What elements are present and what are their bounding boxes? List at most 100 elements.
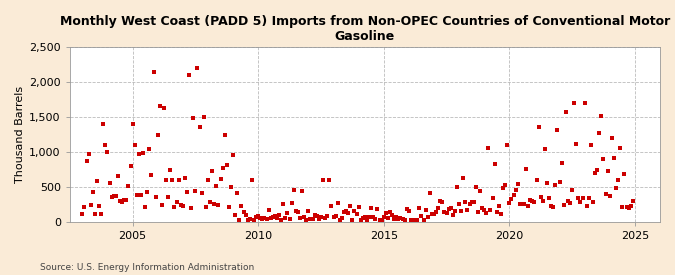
Point	[416, 214, 427, 218]
Point	[242, 218, 253, 222]
Point	[219, 133, 230, 137]
Point	[495, 211, 506, 216]
Point	[472, 210, 483, 214]
Point	[263, 208, 274, 213]
Point	[479, 208, 489, 212]
Point	[423, 215, 433, 219]
Point	[366, 206, 377, 210]
Point	[385, 210, 396, 214]
Point	[227, 153, 238, 158]
Point	[512, 182, 523, 186]
Point	[592, 168, 603, 172]
Point	[106, 194, 117, 199]
Point	[337, 216, 348, 221]
Point	[322, 214, 333, 218]
Point	[475, 189, 485, 193]
Point	[604, 193, 615, 198]
Point	[284, 217, 295, 222]
Point	[349, 208, 360, 213]
Point	[292, 210, 303, 214]
Point	[522, 204, 533, 208]
Point	[311, 214, 322, 219]
Point	[347, 218, 358, 222]
Point	[364, 215, 375, 219]
Point	[111, 194, 122, 199]
Point	[77, 211, 88, 216]
Point	[358, 216, 369, 221]
Point	[606, 136, 617, 140]
Point	[500, 182, 510, 187]
Point	[355, 218, 366, 222]
Point	[297, 189, 308, 194]
Y-axis label: Thousand Barrels: Thousand Barrels	[15, 86, 25, 183]
Point	[575, 200, 586, 204]
Point	[180, 176, 190, 181]
Point	[491, 210, 502, 215]
Point	[537, 199, 548, 204]
Point	[330, 214, 341, 219]
Point	[550, 183, 561, 188]
Point	[236, 204, 247, 208]
Point	[564, 201, 575, 205]
Point	[255, 216, 266, 220]
Point	[121, 197, 132, 202]
Point	[535, 195, 546, 200]
Point	[497, 186, 508, 190]
Point	[273, 213, 284, 218]
Point	[205, 200, 215, 204]
Point	[165, 167, 176, 172]
Point	[619, 172, 630, 176]
Point	[248, 218, 259, 222]
Point	[276, 218, 287, 222]
Point	[94, 204, 105, 208]
Point	[590, 171, 601, 175]
Point	[543, 196, 554, 200]
Point	[301, 218, 312, 222]
Point	[617, 205, 628, 209]
Point	[351, 212, 362, 216]
Point	[88, 190, 99, 194]
Point	[307, 217, 318, 222]
Point	[518, 202, 529, 207]
Point	[144, 147, 155, 151]
Point	[194, 125, 205, 129]
Point	[286, 201, 297, 205]
Point	[418, 218, 429, 222]
Point	[541, 181, 552, 185]
Point	[531, 178, 542, 182]
Point	[404, 209, 414, 213]
Point	[389, 217, 400, 221]
Point	[90, 211, 101, 216]
Point	[176, 203, 186, 207]
Point	[468, 199, 479, 204]
Point	[502, 143, 512, 147]
Point	[406, 218, 416, 222]
Point	[146, 173, 157, 177]
Point	[341, 209, 352, 213]
Point	[313, 216, 324, 221]
Point	[324, 178, 335, 182]
Point	[585, 143, 596, 147]
Point	[493, 204, 504, 208]
Point	[402, 207, 412, 211]
Point	[278, 202, 289, 206]
Point	[81, 159, 92, 164]
Point	[533, 125, 544, 130]
Point	[414, 205, 425, 210]
Point	[230, 213, 240, 218]
Point	[583, 196, 594, 200]
Point	[387, 213, 398, 217]
Point	[250, 215, 261, 219]
Point	[240, 213, 251, 217]
Point	[140, 205, 151, 209]
Point	[345, 204, 356, 208]
Point	[288, 188, 299, 192]
Point	[623, 205, 634, 210]
Point	[504, 201, 515, 205]
Point	[558, 202, 569, 207]
Point	[353, 205, 364, 209]
Point	[148, 70, 159, 75]
Point	[581, 204, 592, 208]
Point	[368, 215, 379, 219]
Point	[184, 73, 194, 77]
